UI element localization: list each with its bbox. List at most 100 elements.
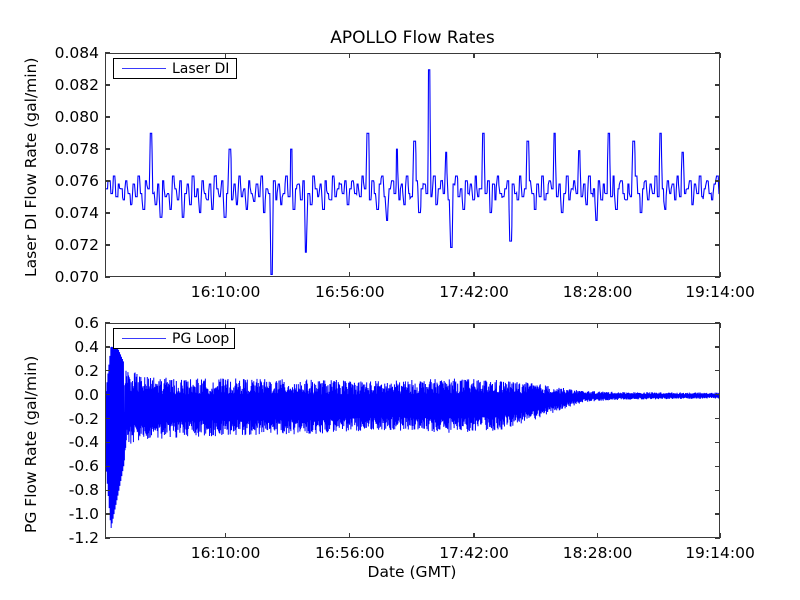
x-tick-mark-bottom-3 bbox=[596, 533, 599, 538]
y-tick-mark-right-top-0 bbox=[715, 276, 720, 278]
y-tick-mark-top-6 bbox=[105, 84, 110, 86]
y-tick-mark-right-bottom-6 bbox=[715, 393, 720, 396]
x-tick-mark-top-top-4 bbox=[719, 53, 721, 58]
y-tick-label-bottom-7: 0.2 bbox=[74, 361, 99, 380]
legend-line-laser-di bbox=[122, 68, 166, 69]
y-axis-label-bottom: PG Flow Rate (gal/min) bbox=[22, 355, 40, 533]
x-tick-mark-top-bottom-1 bbox=[349, 323, 351, 328]
y-tick-mark-bottom-6 bbox=[105, 393, 110, 396]
y-tick-mark-top-7 bbox=[105, 52, 110, 54]
y-tick-mark-top-5 bbox=[105, 116, 110, 118]
y-tick-mark-right-bottom-8 bbox=[715, 346, 720, 348]
y-tick-mark-top-3 bbox=[105, 180, 110, 182]
y-tick-label-bottom-3: -0.6 bbox=[68, 457, 99, 476]
y-tick-mark-bottom-9 bbox=[105, 322, 110, 324]
y-tick-mark-right-top-4 bbox=[715, 148, 720, 150]
y-tick-mark-top-1 bbox=[105, 244, 110, 246]
x-tick-label-bottom-3: 18:28:00 bbox=[562, 544, 633, 562]
y-tick-mark-right-top-1 bbox=[715, 244, 720, 246]
legend-line-pg-loop bbox=[122, 338, 166, 339]
y-tick-mark-top-2 bbox=[105, 212, 110, 214]
y-tick-label-bottom-2: -0.8 bbox=[68, 481, 99, 500]
x-tick-label-bottom-1: 16:56:00 bbox=[314, 544, 385, 562]
x-tick-mark-top-0 bbox=[224, 272, 227, 277]
pg-loop-line-chart bbox=[106, 346, 719, 528]
plot-area-laser-di bbox=[105, 53, 720, 277]
page-title: APOLLO Flow Rates bbox=[330, 28, 495, 48]
y-tick-label-bottom-1: -1.0 bbox=[68, 505, 99, 524]
y-tick-mark-right-top-6 bbox=[715, 84, 720, 86]
x-tick-mark-top-top-3 bbox=[596, 53, 599, 58]
y-tick-mark-bottom-1 bbox=[105, 513, 110, 515]
x-tick-mark-top-3 bbox=[596, 272, 599, 277]
laser-di-line-chart bbox=[106, 69, 719, 275]
y-tick-mark-right-top-3 bbox=[715, 180, 720, 182]
legend-label-pg-loop: PG Loop bbox=[172, 330, 230, 347]
x-tick-mark-bottom-0 bbox=[224, 533, 227, 538]
y-tick-label-bottom-5: -0.2 bbox=[68, 409, 99, 428]
x-tick-mark-top-4 bbox=[719, 272, 721, 277]
y-tick-mark-bottom-4 bbox=[105, 441, 110, 444]
y-tick-label-top-3: 0.076 bbox=[54, 172, 99, 190]
y-tick-mark-top-0 bbox=[105, 276, 110, 278]
y-tick-mark-bottom-8 bbox=[105, 346, 110, 348]
y-tick-label-bottom-6: 0.0 bbox=[74, 385, 99, 404]
y-tick-mark-bottom-3 bbox=[105, 465, 110, 468]
y-tick-label-top-6: 0.082 bbox=[54, 76, 99, 94]
y-tick-mark-right-bottom-2 bbox=[715, 489, 720, 491]
y-tick-label-bottom-8: 0.4 bbox=[74, 337, 99, 356]
y-tick-mark-bottom-5 bbox=[105, 417, 110, 420]
y-tick-mark-right-bottom-7 bbox=[715, 370, 720, 372]
y-tick-mark-right-bottom-1 bbox=[715, 513, 720, 515]
y-tick-label-bottom-4: -0.4 bbox=[68, 433, 99, 452]
x-tick-label-bottom-0: 16:10:00 bbox=[190, 544, 261, 562]
y-tick-label-top-5: 0.080 bbox=[54, 108, 99, 126]
x-axis-label: Date (GMT) bbox=[367, 563, 457, 581]
x-tick-mark-top-1 bbox=[349, 272, 351, 277]
y-tick-label-bottom-9: 0.6 bbox=[74, 314, 99, 332]
y-axis-label-top: Laser DI Flow Rate (gal/min) bbox=[22, 57, 40, 277]
x-tick-mark-top-top-0 bbox=[224, 53, 227, 58]
x-tick-mark-top-top-1 bbox=[349, 53, 351, 58]
y-tick-mark-bottom-0 bbox=[105, 537, 110, 539]
x-tick-mark-top-bottom-0 bbox=[224, 323, 227, 328]
x-tick-label-top-1: 16:56:00 bbox=[314, 283, 385, 301]
laser-di-trace bbox=[106, 69, 719, 275]
x-tick-mark-bottom-2 bbox=[473, 533, 475, 538]
y-tick-mark-right-bottom-3 bbox=[715, 465, 720, 468]
x-tick-label-top-4: 19:14:00 bbox=[685, 283, 755, 301]
y-tick-mark-bottom-7 bbox=[105, 370, 110, 372]
y-tick-mark-right-top-5 bbox=[715, 116, 720, 118]
y-tick-label-top-2: 0.074 bbox=[54, 204, 99, 222]
pg-loop-trace bbox=[106, 346, 719, 528]
y-tick-label-top-1: 0.072 bbox=[54, 236, 99, 254]
x-tick-label-top-0: 16:10:00 bbox=[190, 283, 261, 301]
x-tick-mark-bottom-4 bbox=[719, 533, 721, 538]
y-tick-label-top-4: 0.078 bbox=[54, 140, 99, 158]
x-tick-mark-top-bottom-4 bbox=[719, 323, 721, 328]
y-tick-mark-right-bottom-0 bbox=[715, 537, 720, 539]
x-tick-mark-bottom-1 bbox=[349, 533, 351, 538]
legend-label-laser-di: Laser DI bbox=[172, 60, 230, 77]
x-tick-label-bottom-4: 19:14:00 bbox=[685, 544, 755, 562]
x-tick-mark-top-bottom-2 bbox=[473, 323, 475, 328]
y-tick-mark-right-bottom-5 bbox=[715, 417, 720, 420]
plot-area-pg-loop bbox=[105, 323, 720, 538]
y-tick-mark-top-4 bbox=[105, 148, 110, 150]
y-tick-mark-bottom-2 bbox=[105, 489, 110, 491]
y-tick-mark-right-bottom-4 bbox=[715, 441, 720, 444]
y-tick-label-top-0: 0.070 bbox=[54, 268, 99, 286]
legend-bottom[interactable]: PG Loop bbox=[113, 328, 236, 349]
y-tick-mark-right-top-2 bbox=[715, 212, 720, 214]
x-tick-label-bottom-2: 17:42:00 bbox=[439, 544, 509, 562]
y-tick-label-bottom-0: -1.2 bbox=[68, 529, 99, 547]
y-tick-mark-right-bottom-9 bbox=[715, 322, 720, 324]
x-tick-mark-top-2 bbox=[473, 272, 475, 277]
x-tick-mark-top-bottom-3 bbox=[596, 323, 599, 328]
x-tick-label-top-3: 18:28:00 bbox=[562, 283, 633, 301]
y-tick-mark-right-top-7 bbox=[715, 52, 720, 54]
x-tick-mark-top-top-2 bbox=[473, 53, 475, 58]
legend-top[interactable]: Laser DI bbox=[113, 58, 238, 79]
y-tick-label-top-7: 0.084 bbox=[54, 44, 99, 62]
